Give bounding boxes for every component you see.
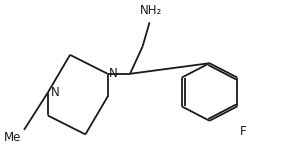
Text: Me: Me bbox=[4, 131, 21, 144]
Text: N: N bbox=[51, 86, 59, 99]
Text: N: N bbox=[109, 67, 118, 80]
Text: NH₂: NH₂ bbox=[140, 4, 162, 17]
Text: F: F bbox=[240, 125, 247, 138]
